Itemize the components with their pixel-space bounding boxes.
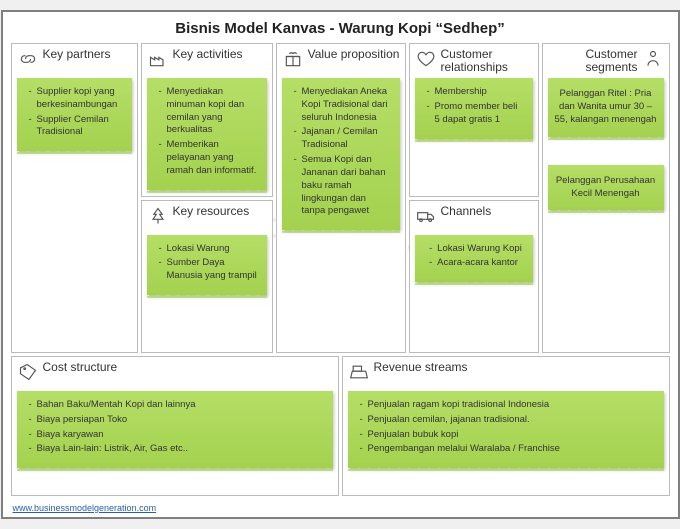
block-label: Customer segments [548, 48, 638, 74]
block-label: Cost structure [43, 361, 333, 374]
list-item: Lokasi Warung [159, 243, 259, 256]
list-item: Bahan Baku/Mentah Kopi dan lainnya [29, 399, 325, 412]
list-item: Penjualan bubuk kopi [360, 429, 656, 442]
top-grid: Key partners Supplier kopi yang berkesin… [11, 43, 670, 353]
list: Lokasi WarungSumber Daya Manusia yang tr… [159, 243, 259, 283]
bottom-grid: Cost structure Bahan Baku/Mentah Kopi da… [11, 356, 670, 496]
list-item: Sumber Daya Manusia yang trampil [159, 257, 259, 283]
list: Menyediakan minuman kopi dan cemilan yan… [159, 86, 259, 178]
sticky-key-partners: Supplier kopi yang berkesinambunganSuppl… [17, 78, 132, 151]
source-link[interactable]: www.businessmodelgeneration.com [13, 503, 157, 513]
sticky-channels: Lokasi Warung KopiAcara-acara kantor [415, 235, 533, 283]
list-item: Membership [427, 86, 525, 99]
list-item: Biaya persiapan Toko [29, 414, 325, 427]
list-item: Lokasi Warung Kopi [429, 243, 522, 256]
block-label: Revenue streams [374, 361, 664, 374]
list-item: Biaya Lain-lain: Listrik, Air, Gas etc.. [29, 443, 325, 456]
block-revenue-streams: Revenue streams Penjualan ragam kopi tra… [342, 356, 670, 496]
list-item: Memberikan pelayanan yang ramah dan info… [159, 139, 259, 177]
sticky-key-resources: Lokasi WarungSumber Daya Manusia yang tr… [147, 235, 267, 295]
person-icon [642, 48, 664, 70]
text: Pelanggan Ritel : Pria dan Wanita umur 3… [554, 88, 658, 126]
sticky-revenue-streams: Penjualan ragam kopi tradisional Indones… [348, 391, 664, 468]
list-item: Menyediakan Aneka Kopi Tradisional dari … [294, 86, 392, 124]
list: Supplier kopi yang berkesinambunganSuppl… [29, 86, 124, 139]
block-key-activities: Key activities Menyediakan minuman kopi … [141, 43, 273, 197]
tags-icon [17, 361, 39, 383]
list-item: Jajanan / Cemilan Tradisional [294, 126, 392, 152]
list-item: Penjualan ragam kopi tradisional Indones… [360, 399, 656, 412]
list-item: Menyediakan minuman kopi dan cemilan yan… [159, 86, 259, 137]
list-item: Penjualan cemilan, jajanan tradisional. [360, 414, 656, 427]
list: Membership Promo member beli 5 dapat grat… [427, 86, 525, 126]
block-key-resources: Key resources Lokasi WarungSumber Daya M… [141, 200, 273, 354]
list: Penjualan ragam kopi tradisional Indones… [360, 399, 656, 456]
block-value-proposition: Value proposition Menyediakan Aneka Kopi… [276, 43, 406, 353]
gift-icon [282, 48, 304, 70]
block-customer-segments: Customer segments Pelanggan Ritel : Pria… [542, 43, 670, 353]
block-key-partners: Key partners Supplier kopi yang berkesin… [11, 43, 138, 353]
list-item: Promo member beli 5 dapat gratis 1 [427, 101, 525, 127]
list-item: Acara-acara kantor [429, 257, 522, 270]
block-channels: Channels Lokasi Warung KopiAcara-acara k… [409, 200, 539, 354]
list-item: Supplier kopi yang berkesinambungan [29, 86, 124, 112]
sticky-key-activities: Menyediakan minuman kopi dan cemilan yan… [147, 78, 267, 190]
link-icon [17, 48, 39, 70]
block-label: Key resources [173, 205, 267, 218]
heart-icon [415, 48, 437, 70]
bmc-canvas: Bisnis Model Kanvas - Warung Kopi “Sedhe… [1, 10, 680, 519]
list: Lokasi Warung KopiAcara-acara kantor [429, 243, 522, 273]
list: Bahan Baku/Mentah Kopi dan lainnya Biaya … [29, 399, 325, 456]
sticky-customer-relationships: Membership Promo member beli 5 dapat grat… [415, 78, 533, 138]
factory-icon [147, 48, 169, 70]
list-item: Supplier Cemilan Tradisional [29, 114, 124, 140]
block-label: Customer relationships [441, 48, 533, 74]
sticky-cost-structure: Bahan Baku/Mentah Kopi dan lainnya Biaya … [17, 391, 333, 468]
block-label: Channels [441, 205, 533, 218]
block-customer-relationships: Customer relationships Membership Promo m… [409, 43, 539, 197]
truck-icon [415, 205, 437, 227]
list-item: Pengembangan melalui Waralaba / Franchis… [360, 443, 656, 456]
text: Pelanggan Perusahaan Kecil Menengah [554, 175, 658, 201]
block-label: Value proposition [308, 48, 400, 61]
list: Menyediakan Aneka Kopi Tradisional dari … [294, 86, 392, 218]
block-label: Key activities [173, 48, 267, 61]
list-item: Biaya karyawan [29, 429, 325, 442]
sticky-segment-1: Pelanggan Perusahaan Kecil Menengah [548, 165, 664, 211]
block-label: Key partners [43, 48, 132, 61]
canvas-title: Bisnis Model Kanvas - Warung Kopi “Sedhe… [11, 20, 670, 37]
block-cost-structure: Cost structure Bahan Baku/Mentah Kopi da… [11, 356, 339, 496]
sticky-value-proposition: Menyediakan Aneka Kopi Tradisional dari … [282, 78, 400, 230]
sticky-segment-0: Pelanggan Ritel : Pria dan Wanita umur 3… [548, 78, 664, 136]
cash-register-icon [348, 361, 370, 383]
tree-icon [147, 205, 169, 227]
list-item: Semua Kopi dan Jananan dari bahan baku r… [294, 154, 392, 218]
